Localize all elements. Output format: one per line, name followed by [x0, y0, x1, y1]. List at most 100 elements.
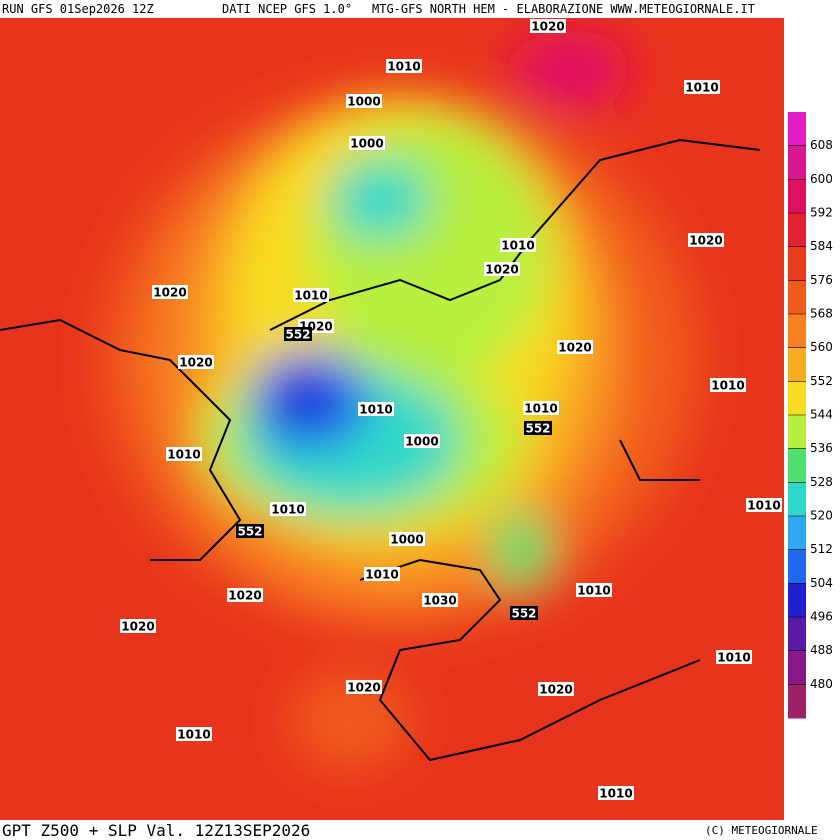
label-box	[557, 340, 593, 354]
label-box	[270, 502, 306, 516]
legend-swatch	[788, 112, 806, 147]
label-box	[524, 421, 552, 435]
legend-swatch	[788, 280, 806, 315]
legend-label: 552	[810, 374, 833, 388]
isobar-label: 1010	[387, 60, 420, 74]
legend-swatch	[788, 347, 806, 382]
legend-label: 536	[810, 441, 833, 455]
label-box	[358, 402, 394, 416]
field	[0, 18, 784, 820]
label-box	[364, 567, 400, 581]
legend-swatch	[788, 213, 806, 248]
isobar-label: 1000	[350, 137, 383, 151]
label-box	[684, 80, 720, 94]
isobar-label: 1010	[501, 239, 534, 253]
label-box	[152, 285, 188, 299]
legend-swatch	[788, 482, 806, 517]
legend-label: 480	[810, 677, 833, 691]
legend-label: 592	[810, 206, 833, 220]
credit-text: MTG-GFS NORTH HEM - ELABORAZIONE WWW.MET…	[372, 2, 755, 16]
isobar-label: 1010	[599, 787, 632, 801]
isobar-label: 1010	[717, 651, 750, 665]
label-box	[166, 447, 202, 461]
legend-swatch	[788, 650, 806, 685]
legend-label: 520	[810, 509, 833, 523]
legend-swatch	[788, 583, 806, 618]
label-box	[120, 619, 156, 633]
header-bar	[0, 0, 840, 18]
label-box	[346, 94, 382, 108]
isobar-label: 1010	[294, 289, 327, 303]
isobar-label: 1010	[167, 448, 200, 462]
isobar-label: 1020	[689, 234, 722, 248]
label-box	[716, 650, 752, 664]
isobar-label: 1020	[485, 263, 518, 277]
isobar-label: 1020	[558, 341, 591, 355]
legend-label: 528	[810, 475, 833, 489]
isobar-label: 1010	[177, 728, 210, 742]
isobar-label: 1010	[359, 403, 392, 417]
label-box	[538, 682, 574, 696]
legend-swatch	[788, 145, 806, 180]
color-legend: 608 600 592 584 576 568 560 552 544 536 528 520 512 5…	[787, 111, 833, 719]
label-box	[598, 786, 634, 800]
run-text: RUN GFS 01Sep2026 12Z	[2, 2, 154, 16]
legend-label: 488	[810, 643, 833, 657]
legend-swatch	[788, 381, 806, 416]
isobar-label: 1000	[390, 533, 423, 547]
isobar-label: 1020	[228, 589, 261, 603]
label-box	[422, 593, 458, 607]
label-box	[349, 136, 385, 150]
legend-label: 560	[810, 340, 833, 354]
legend-label: 600	[810, 172, 833, 186]
legend-swatch	[788, 448, 806, 483]
legend-label: 544	[810, 408, 833, 422]
label-box	[500, 238, 536, 252]
legend-label: 568	[810, 307, 833, 321]
isobar-label: 1010	[577, 584, 610, 598]
isobar-label: 1020	[153, 286, 186, 300]
legend-label: 512	[810, 542, 833, 556]
footer-title: GPT Z500 + SLP Val. 12Z13SEP2026	[2, 821, 310, 840]
label-box	[510, 606, 538, 620]
label-box	[236, 524, 264, 538]
legend-label: 608	[810, 138, 833, 152]
isobar-label: 1020	[179, 356, 212, 370]
isobar-label: 1020	[539, 683, 572, 697]
isobar-label: 552	[511, 607, 536, 621]
isobar-label: 552	[237, 525, 262, 539]
label-box	[688, 233, 724, 247]
label-box	[389, 532, 425, 546]
legend-label: 504	[810, 576, 833, 590]
label-box	[710, 378, 746, 392]
isobar-label: 1010	[524, 402, 557, 416]
isobar-labels: 1020 1010 1010 1000 1000 1020 1010 1020 1020 1010…	[120, 19, 782, 801]
legend-swatch	[788, 617, 806, 652]
label-box	[386, 59, 422, 73]
isobar-label: 1000	[347, 95, 380, 109]
coastline	[0, 138, 761, 762]
legend-swatch	[788, 179, 806, 214]
label-box	[176, 727, 212, 741]
isobar-label: 1000	[405, 435, 438, 449]
legend-swatch	[788, 549, 806, 584]
isobar-label: 1030	[423, 594, 456, 608]
label-box	[284, 327, 312, 341]
isobar-label: 552	[285, 328, 310, 342]
isobar-label: 1010	[711, 379, 744, 393]
label-box	[293, 288, 329, 302]
isobar-label: 1010	[685, 81, 718, 95]
label-box	[346, 680, 382, 694]
label-box	[178, 355, 214, 369]
label-box	[523, 401, 559, 415]
legend-label: 496	[810, 610, 833, 624]
isobar-label: 1010	[747, 499, 780, 513]
legend-swatch	[788, 516, 806, 551]
legend-label: 576	[810, 273, 833, 287]
legend-swatch	[788, 415, 806, 450]
isobar-label: 1010	[365, 568, 398, 582]
isobar-label: 552	[525, 422, 550, 436]
label-box	[227, 588, 263, 602]
label-box	[576, 583, 612, 597]
